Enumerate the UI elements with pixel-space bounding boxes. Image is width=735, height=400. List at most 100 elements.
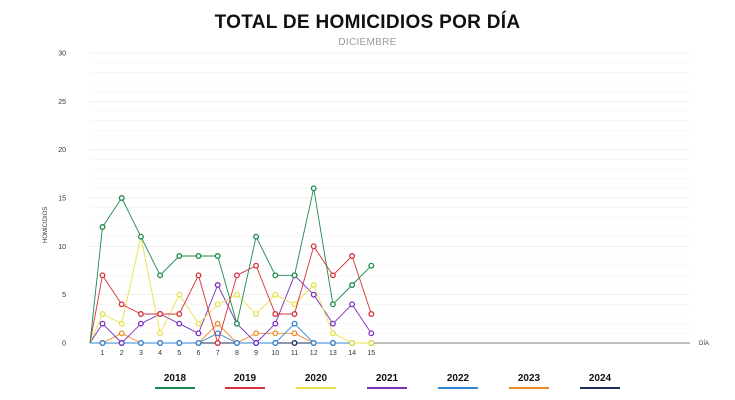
x-tick-label: 13 bbox=[329, 350, 337, 357]
x-tick-label: 5 bbox=[177, 350, 181, 357]
data-point bbox=[349, 282, 356, 288]
legend-label: 2020 bbox=[304, 373, 328, 384]
data-point bbox=[253, 233, 260, 240]
data-point bbox=[157, 340, 164, 346]
x-tick-label: 8 bbox=[235, 350, 239, 357]
legend-swatch bbox=[225, 387, 265, 389]
data-point bbox=[118, 330, 125, 337]
data-point bbox=[99, 320, 106, 327]
series-line bbox=[90, 323, 372, 344]
data-point bbox=[310, 185, 317, 192]
data-point bbox=[329, 320, 336, 327]
data-point bbox=[137, 311, 144, 317]
data-point bbox=[214, 330, 221, 337]
y-tick-label: 5 bbox=[62, 292, 66, 299]
data-point bbox=[137, 340, 144, 346]
data-point bbox=[214, 253, 221, 259]
data-point bbox=[118, 340, 125, 346]
data-point bbox=[99, 311, 106, 317]
x-tick-label: 7 bbox=[216, 350, 220, 357]
legend-item: 2023 bbox=[509, 373, 549, 389]
legend-item: 2019 bbox=[225, 373, 265, 389]
y-tick-label: 20 bbox=[58, 147, 66, 154]
legend-item: 2020 bbox=[296, 373, 336, 389]
data-point bbox=[291, 311, 298, 317]
legend-label: 2021 bbox=[375, 373, 399, 384]
data-point bbox=[176, 253, 183, 259]
x-tick-label: 2 bbox=[120, 350, 124, 357]
x-axis-label: DÍA bbox=[699, 340, 709, 347]
data-point bbox=[176, 320, 183, 327]
y-tick-label: 25 bbox=[58, 99, 66, 106]
data-point bbox=[310, 282, 317, 288]
data-point bbox=[368, 311, 375, 317]
y-axis-label: HOMICIDIOS bbox=[43, 207, 49, 243]
legend-swatch bbox=[155, 387, 195, 389]
data-point bbox=[176, 311, 183, 317]
x-tick-label: 10 bbox=[271, 350, 279, 357]
data-point bbox=[195, 340, 202, 346]
x-tick-label: 3 bbox=[139, 350, 143, 357]
data-point bbox=[291, 320, 298, 327]
legend-label: 2023 bbox=[517, 373, 541, 384]
data-point bbox=[214, 301, 221, 308]
data-point bbox=[157, 311, 164, 317]
data-point bbox=[195, 320, 202, 327]
data-point bbox=[253, 311, 260, 317]
data-point bbox=[137, 320, 144, 327]
chart-legend: 2018 2019 2020 2021 2022 2023 2024 bbox=[0, 373, 735, 393]
y-tick-label: 30 bbox=[58, 51, 66, 58]
legend-item: 2022 bbox=[438, 373, 478, 389]
data-point bbox=[272, 330, 279, 337]
data-point bbox=[272, 291, 279, 298]
legend-swatch bbox=[438, 387, 478, 389]
x-tick-label: 15 bbox=[367, 350, 375, 357]
legend-label: 2019 bbox=[233, 373, 257, 384]
data-point bbox=[310, 243, 317, 250]
data-point bbox=[329, 340, 336, 346]
data-point bbox=[176, 340, 183, 346]
data-point bbox=[291, 340, 298, 346]
x-tick-label: 9 bbox=[254, 350, 258, 357]
data-point bbox=[214, 282, 221, 288]
data-point bbox=[329, 301, 336, 308]
data-point bbox=[368, 262, 375, 269]
data-point bbox=[99, 224, 106, 230]
legend-label: 2024 bbox=[588, 373, 612, 384]
data-point bbox=[329, 330, 336, 337]
data-point bbox=[157, 330, 164, 337]
data-point bbox=[253, 262, 260, 269]
legend-swatch bbox=[580, 387, 620, 389]
data-point bbox=[233, 340, 240, 346]
legend-swatch bbox=[367, 387, 407, 389]
legend-item: 2024 bbox=[580, 373, 620, 389]
x-tick-label: 1 bbox=[101, 350, 105, 357]
data-point bbox=[272, 311, 279, 317]
data-point bbox=[118, 320, 125, 327]
data-point bbox=[233, 272, 240, 279]
chart-subtitle: DICIEMBRE bbox=[338, 37, 397, 48]
data-point bbox=[349, 253, 356, 259]
data-point bbox=[368, 330, 375, 337]
y-tick-label: 0 bbox=[62, 341, 66, 348]
x-tick-label: 4 bbox=[158, 350, 162, 357]
series-line bbox=[89, 236, 372, 344]
chart-title: TOTAL DE HOMICIDIOS POR DÍA bbox=[214, 12, 521, 33]
data-point bbox=[253, 340, 260, 346]
x-tick-label: 14 bbox=[348, 350, 356, 357]
x-tick-label: 11 bbox=[291, 350, 298, 357]
data-point bbox=[272, 340, 279, 346]
data-point bbox=[195, 272, 202, 279]
data-point bbox=[195, 253, 202, 259]
legend-swatch bbox=[296, 387, 336, 389]
y-tick-label: 15 bbox=[58, 196, 66, 203]
data-point bbox=[137, 233, 144, 240]
data-point bbox=[118, 301, 125, 308]
data-point bbox=[118, 195, 125, 201]
data-point bbox=[291, 330, 298, 337]
legend-item: 2018 bbox=[155, 373, 195, 389]
legend-swatch bbox=[509, 387, 549, 389]
data-point bbox=[214, 340, 221, 346]
data-point bbox=[195, 330, 202, 337]
